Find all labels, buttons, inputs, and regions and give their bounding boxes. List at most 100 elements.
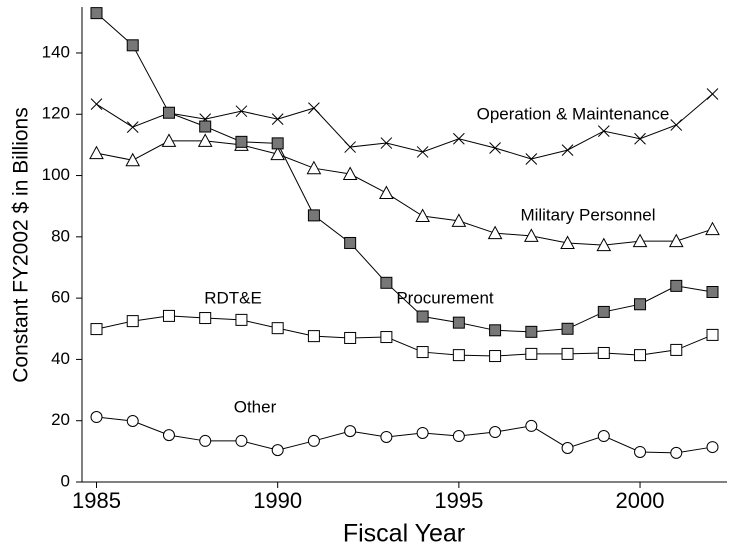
marker	[344, 331, 357, 344]
marker	[90, 323, 103, 336]
marker	[199, 312, 212, 325]
marker	[162, 106, 175, 119]
series-label: Military Personnel	[520, 205, 655, 224]
marker	[271, 137, 284, 150]
marker	[560, 235, 575, 249]
x-tick-label: 1990	[253, 488, 302, 513]
marker	[307, 434, 320, 447]
marker	[596, 237, 612, 252]
marker	[670, 119, 683, 131]
marker	[380, 137, 393, 149]
marker	[597, 125, 610, 137]
marker	[162, 429, 175, 442]
marker	[668, 233, 684, 248]
marker	[670, 343, 683, 356]
marker	[126, 39, 139, 52]
marker	[489, 426, 502, 439]
marker	[380, 276, 393, 289]
x-tick-label: 1995	[434, 488, 483, 513]
marker	[199, 434, 212, 447]
marker	[126, 315, 139, 328]
marker	[706, 328, 719, 341]
marker	[561, 347, 574, 360]
marker	[125, 152, 141, 167]
series-line	[96, 12, 713, 333]
marker	[416, 426, 429, 439]
y-axis-label: Constant FY2002 $ in Billions	[10, 107, 33, 383]
marker	[561, 322, 574, 335]
marker	[271, 444, 284, 457]
marker	[706, 286, 719, 298]
y-tick-label: 20	[51, 410, 70, 429]
marker	[271, 322, 284, 335]
marker	[597, 305, 610, 318]
marker	[705, 221, 720, 236]
marker	[634, 298, 647, 311]
marker	[235, 313, 248, 326]
marker	[634, 132, 646, 145]
x-axis-label: Fiscal Year	[343, 520, 465, 548]
marker	[235, 135, 248, 148]
y-tick-label: 40	[51, 349, 70, 368]
marker	[379, 185, 394, 200]
marker	[487, 225, 503, 240]
marker	[670, 279, 683, 292]
marker	[415, 208, 430, 222]
marker	[416, 146, 429, 158]
marker	[706, 88, 719, 100]
marker	[523, 228, 539, 242]
marker	[307, 209, 320, 222]
marker	[489, 350, 502, 363]
marker	[306, 160, 322, 175]
marker	[670, 446, 683, 459]
marker	[525, 153, 538, 165]
marker	[632, 233, 648, 248]
marker	[452, 316, 465, 329]
marker	[199, 120, 212, 133]
y-tick-label: 60	[51, 288, 70, 307]
y-tick-label: 80	[51, 226, 70, 245]
marker	[342, 166, 358, 181]
marker	[197, 133, 213, 147]
marker	[416, 310, 429, 323]
marker	[561, 144, 574, 156]
marker	[344, 236, 357, 249]
x-tick-label: 2000	[616, 488, 665, 513]
marker	[525, 419, 538, 432]
marker	[126, 121, 139, 133]
marker	[270, 146, 286, 161]
y-tick-label: 140	[42, 42, 70, 61]
marker	[452, 349, 465, 362]
marker	[307, 330, 320, 343]
marker	[90, 7, 103, 20]
marker	[489, 142, 501, 154]
y-tick-label: 100	[42, 165, 70, 184]
marker	[452, 430, 465, 443]
series-label: Operation & Maintenance	[477, 104, 670, 123]
marker	[344, 141, 356, 153]
marker	[634, 445, 647, 458]
marker	[489, 324, 502, 337]
marker	[89, 145, 104, 160]
marker	[706, 441, 719, 454]
series-label: RDT&E	[204, 288, 262, 307]
series-label: Other	[234, 397, 277, 416]
marker	[453, 132, 465, 145]
marker	[380, 430, 393, 443]
marker	[235, 105, 248, 118]
marker	[271, 113, 284, 126]
marker	[90, 411, 103, 424]
series-line	[96, 140, 713, 246]
marker	[451, 213, 467, 227]
marker	[597, 346, 610, 359]
marker	[161, 133, 177, 147]
marker	[380, 331, 393, 344]
marker	[344, 425, 357, 438]
marker	[308, 102, 320, 114]
marker	[235, 434, 248, 447]
marker	[416, 346, 429, 359]
marker	[561, 441, 574, 454]
y-tick-label: 120	[42, 104, 70, 123]
x-tick-label: 1985	[72, 488, 121, 513]
